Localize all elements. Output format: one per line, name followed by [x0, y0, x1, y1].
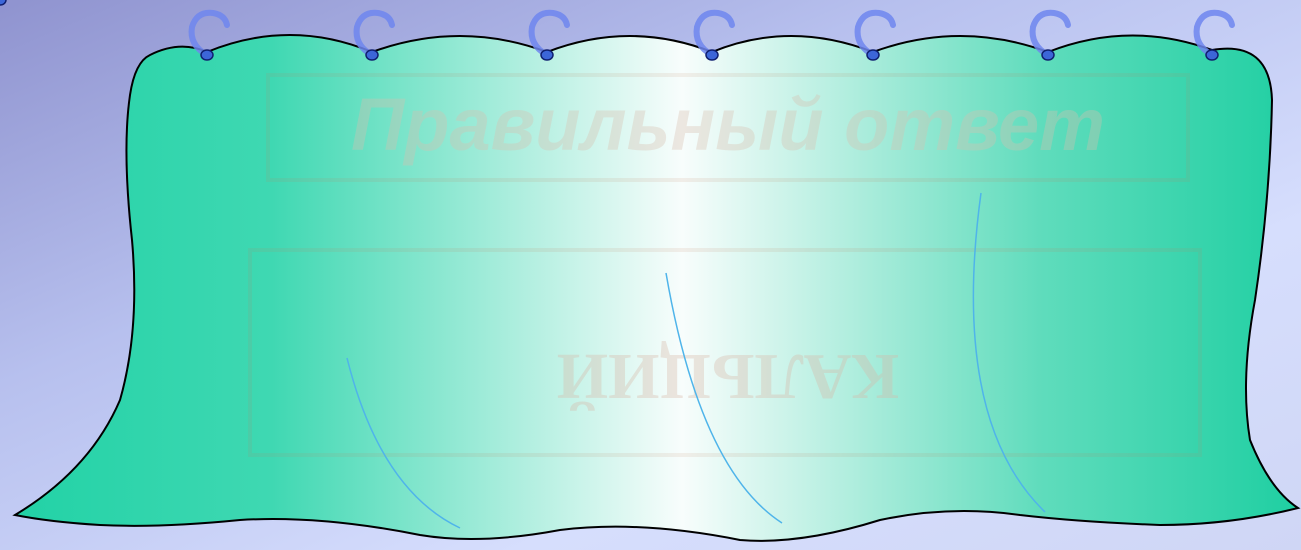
answer-text: КАЛЬЦИЙ: [557, 340, 899, 413]
rings: [0, 0, 1232, 60]
answer-frame: [248, 73, 1202, 457]
ring: [0, 0, 7, 6]
folds: [346, 192, 1046, 529]
slide-title: Правильный ответ: [351, 83, 1105, 166]
